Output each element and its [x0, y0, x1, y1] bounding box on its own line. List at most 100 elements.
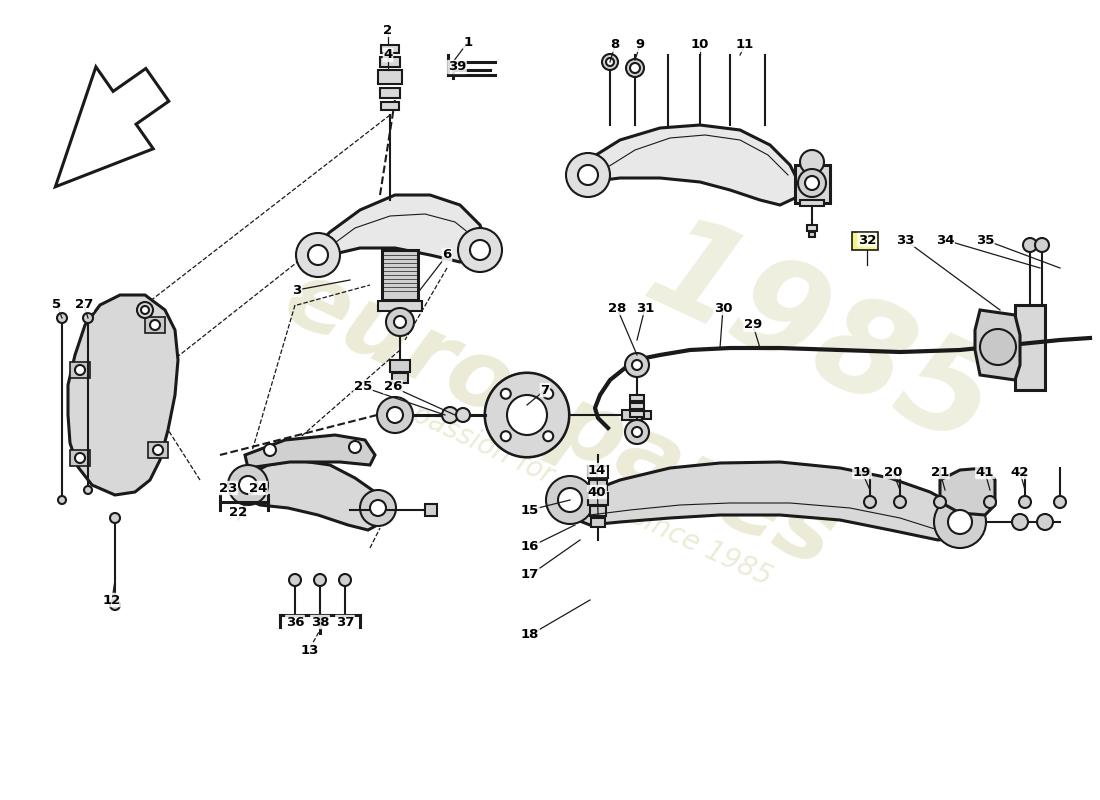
- Polygon shape: [55, 67, 168, 186]
- Bar: [630, 403, 644, 409]
- Circle shape: [470, 240, 490, 260]
- Text: a passion for parts since 1985: a passion for parts since 1985: [384, 389, 777, 591]
- Circle shape: [456, 408, 470, 422]
- Circle shape: [360, 490, 396, 526]
- Circle shape: [75, 453, 85, 463]
- Circle shape: [980, 329, 1016, 365]
- Text: 42: 42: [1011, 466, 1030, 478]
- Circle shape: [386, 308, 414, 336]
- Circle shape: [1019, 496, 1031, 508]
- Text: 15: 15: [521, 503, 539, 517]
- Circle shape: [1054, 496, 1066, 508]
- Text: 41: 41: [976, 466, 994, 478]
- Bar: [808, 232, 815, 237]
- Circle shape: [141, 306, 149, 314]
- Circle shape: [339, 574, 351, 586]
- Circle shape: [289, 574, 301, 586]
- Circle shape: [805, 176, 820, 190]
- Text: 25: 25: [354, 381, 372, 394]
- Circle shape: [58, 496, 66, 504]
- Text: 3: 3: [293, 283, 301, 297]
- Circle shape: [566, 153, 610, 197]
- Bar: [795, 165, 830, 203]
- Text: 32: 32: [858, 234, 877, 246]
- Circle shape: [500, 431, 510, 442]
- Circle shape: [800, 150, 824, 174]
- Text: 9: 9: [636, 38, 645, 51]
- Bar: [70, 450, 90, 466]
- Text: 33: 33: [895, 234, 914, 246]
- Bar: [382, 250, 418, 300]
- Text: 6: 6: [442, 249, 452, 262]
- Text: 37: 37: [336, 615, 354, 629]
- Polygon shape: [245, 435, 375, 468]
- Polygon shape: [580, 125, 800, 205]
- Text: 11: 11: [736, 38, 755, 51]
- Bar: [852, 232, 878, 250]
- Circle shape: [500, 389, 510, 398]
- Circle shape: [314, 574, 326, 586]
- Text: 4: 4: [384, 49, 393, 62]
- Text: 39: 39: [448, 61, 466, 74]
- Circle shape: [546, 476, 594, 524]
- Text: 28: 28: [608, 302, 626, 314]
- Circle shape: [485, 373, 569, 457]
- Circle shape: [228, 465, 268, 505]
- Text: 19: 19: [852, 466, 871, 478]
- Text: 35: 35: [976, 234, 994, 246]
- Text: 10: 10: [691, 38, 710, 51]
- Bar: [379, 57, 400, 67]
- Circle shape: [934, 496, 946, 508]
- Circle shape: [377, 397, 412, 433]
- Circle shape: [632, 360, 642, 370]
- Bar: [644, 411, 651, 419]
- Circle shape: [442, 407, 458, 423]
- Text: 24: 24: [249, 482, 267, 494]
- Circle shape: [578, 165, 598, 185]
- Bar: [630, 411, 644, 417]
- Circle shape: [630, 63, 640, 73]
- Bar: [630, 395, 644, 401]
- Circle shape: [458, 228, 502, 272]
- Polygon shape: [940, 468, 996, 515]
- Text: 2: 2: [384, 23, 393, 37]
- Text: 34: 34: [936, 234, 955, 246]
- Circle shape: [485, 373, 569, 457]
- Text: 13: 13: [300, 643, 319, 657]
- Text: 5: 5: [53, 298, 62, 311]
- Text: 40: 40: [587, 486, 606, 498]
- Polygon shape: [572, 462, 968, 540]
- Circle shape: [110, 513, 120, 523]
- Circle shape: [110, 600, 120, 610]
- Circle shape: [934, 496, 986, 548]
- Bar: [381, 45, 399, 53]
- Text: 36: 36: [286, 615, 305, 629]
- Circle shape: [984, 496, 996, 508]
- Text: 1985: 1985: [627, 205, 1013, 475]
- Circle shape: [507, 395, 547, 435]
- Circle shape: [1037, 514, 1053, 530]
- Circle shape: [150, 320, 160, 330]
- Circle shape: [296, 233, 340, 277]
- Text: 29: 29: [744, 318, 762, 331]
- Circle shape: [1035, 238, 1049, 252]
- Circle shape: [264, 444, 276, 456]
- Text: 7: 7: [540, 383, 550, 397]
- Circle shape: [349, 441, 361, 453]
- Text: 16: 16: [520, 541, 539, 554]
- Circle shape: [153, 445, 163, 455]
- Circle shape: [239, 476, 257, 494]
- Bar: [425, 504, 437, 516]
- Text: 23: 23: [219, 482, 238, 494]
- Bar: [588, 493, 608, 505]
- Bar: [591, 518, 605, 527]
- Circle shape: [308, 245, 328, 265]
- Bar: [379, 88, 400, 98]
- Text: 27: 27: [75, 298, 94, 311]
- Circle shape: [602, 54, 618, 70]
- Bar: [390, 360, 410, 372]
- Text: eurospares: eurospares: [270, 252, 850, 588]
- Circle shape: [625, 353, 649, 377]
- Polygon shape: [310, 195, 488, 262]
- Circle shape: [543, 389, 553, 398]
